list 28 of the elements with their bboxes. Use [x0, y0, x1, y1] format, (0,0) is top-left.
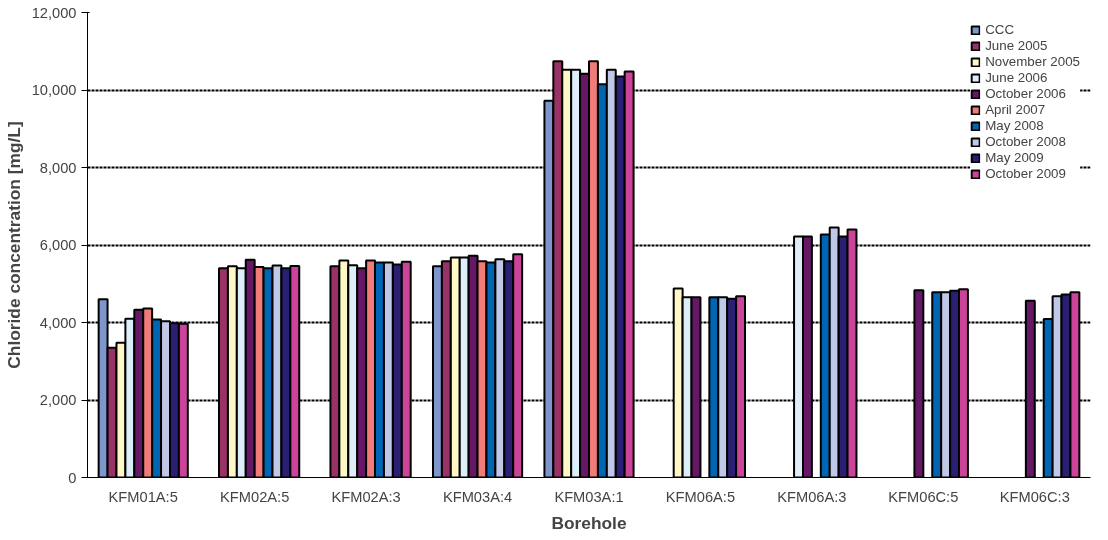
y-tick-label: 4,000: [39, 314, 77, 331]
x-tick-label: KFM06C:3: [999, 488, 1070, 505]
x-tick-label: KFM06A:5: [665, 488, 736, 505]
y-tick-label: 12,000: [31, 4, 77, 21]
x-tick-label: KFM06C:5: [888, 488, 959, 505]
x-axis-title: Borehole: [551, 512, 627, 533]
legend-label: October 2008: [985, 134, 1066, 149]
x-tick-label: KFM01A:5: [108, 488, 178, 505]
x-tick-label: KFM03A:1: [554, 488, 624, 505]
legend-label: June 2006: [985, 70, 1048, 85]
legend-label: November 2005: [985, 54, 1080, 69]
x-tick-label: KFM02A:5: [220, 488, 290, 505]
y-tick-label: 0: [68, 469, 77, 486]
legend-label: April 2007: [985, 102, 1046, 117]
y-tick-label: 10,000: [31, 82, 77, 98]
legend-label: June 2005: [985, 38, 1048, 53]
y-axis-title: Chloride concentration [mg/L]: [3, 121, 24, 369]
legend-label: October 2009: [985, 166, 1066, 181]
legend-label: CCC: [985, 22, 1015, 37]
x-tick-label: KFM06A:3: [777, 488, 847, 505]
legend-label: May 2009: [985, 150, 1044, 165]
y-tick-label: 8,000: [39, 159, 77, 176]
legend-label: May 2008: [985, 118, 1044, 133]
legend-label: October 2006: [985, 86, 1066, 101]
y-tick-label: 2,000: [39, 392, 77, 408]
x-tick-label: KFM03A:4: [442, 488, 513, 505]
y-tick-label: 6,000: [39, 237, 77, 253]
x-tick-label: KFM02A:3: [331, 488, 401, 505]
